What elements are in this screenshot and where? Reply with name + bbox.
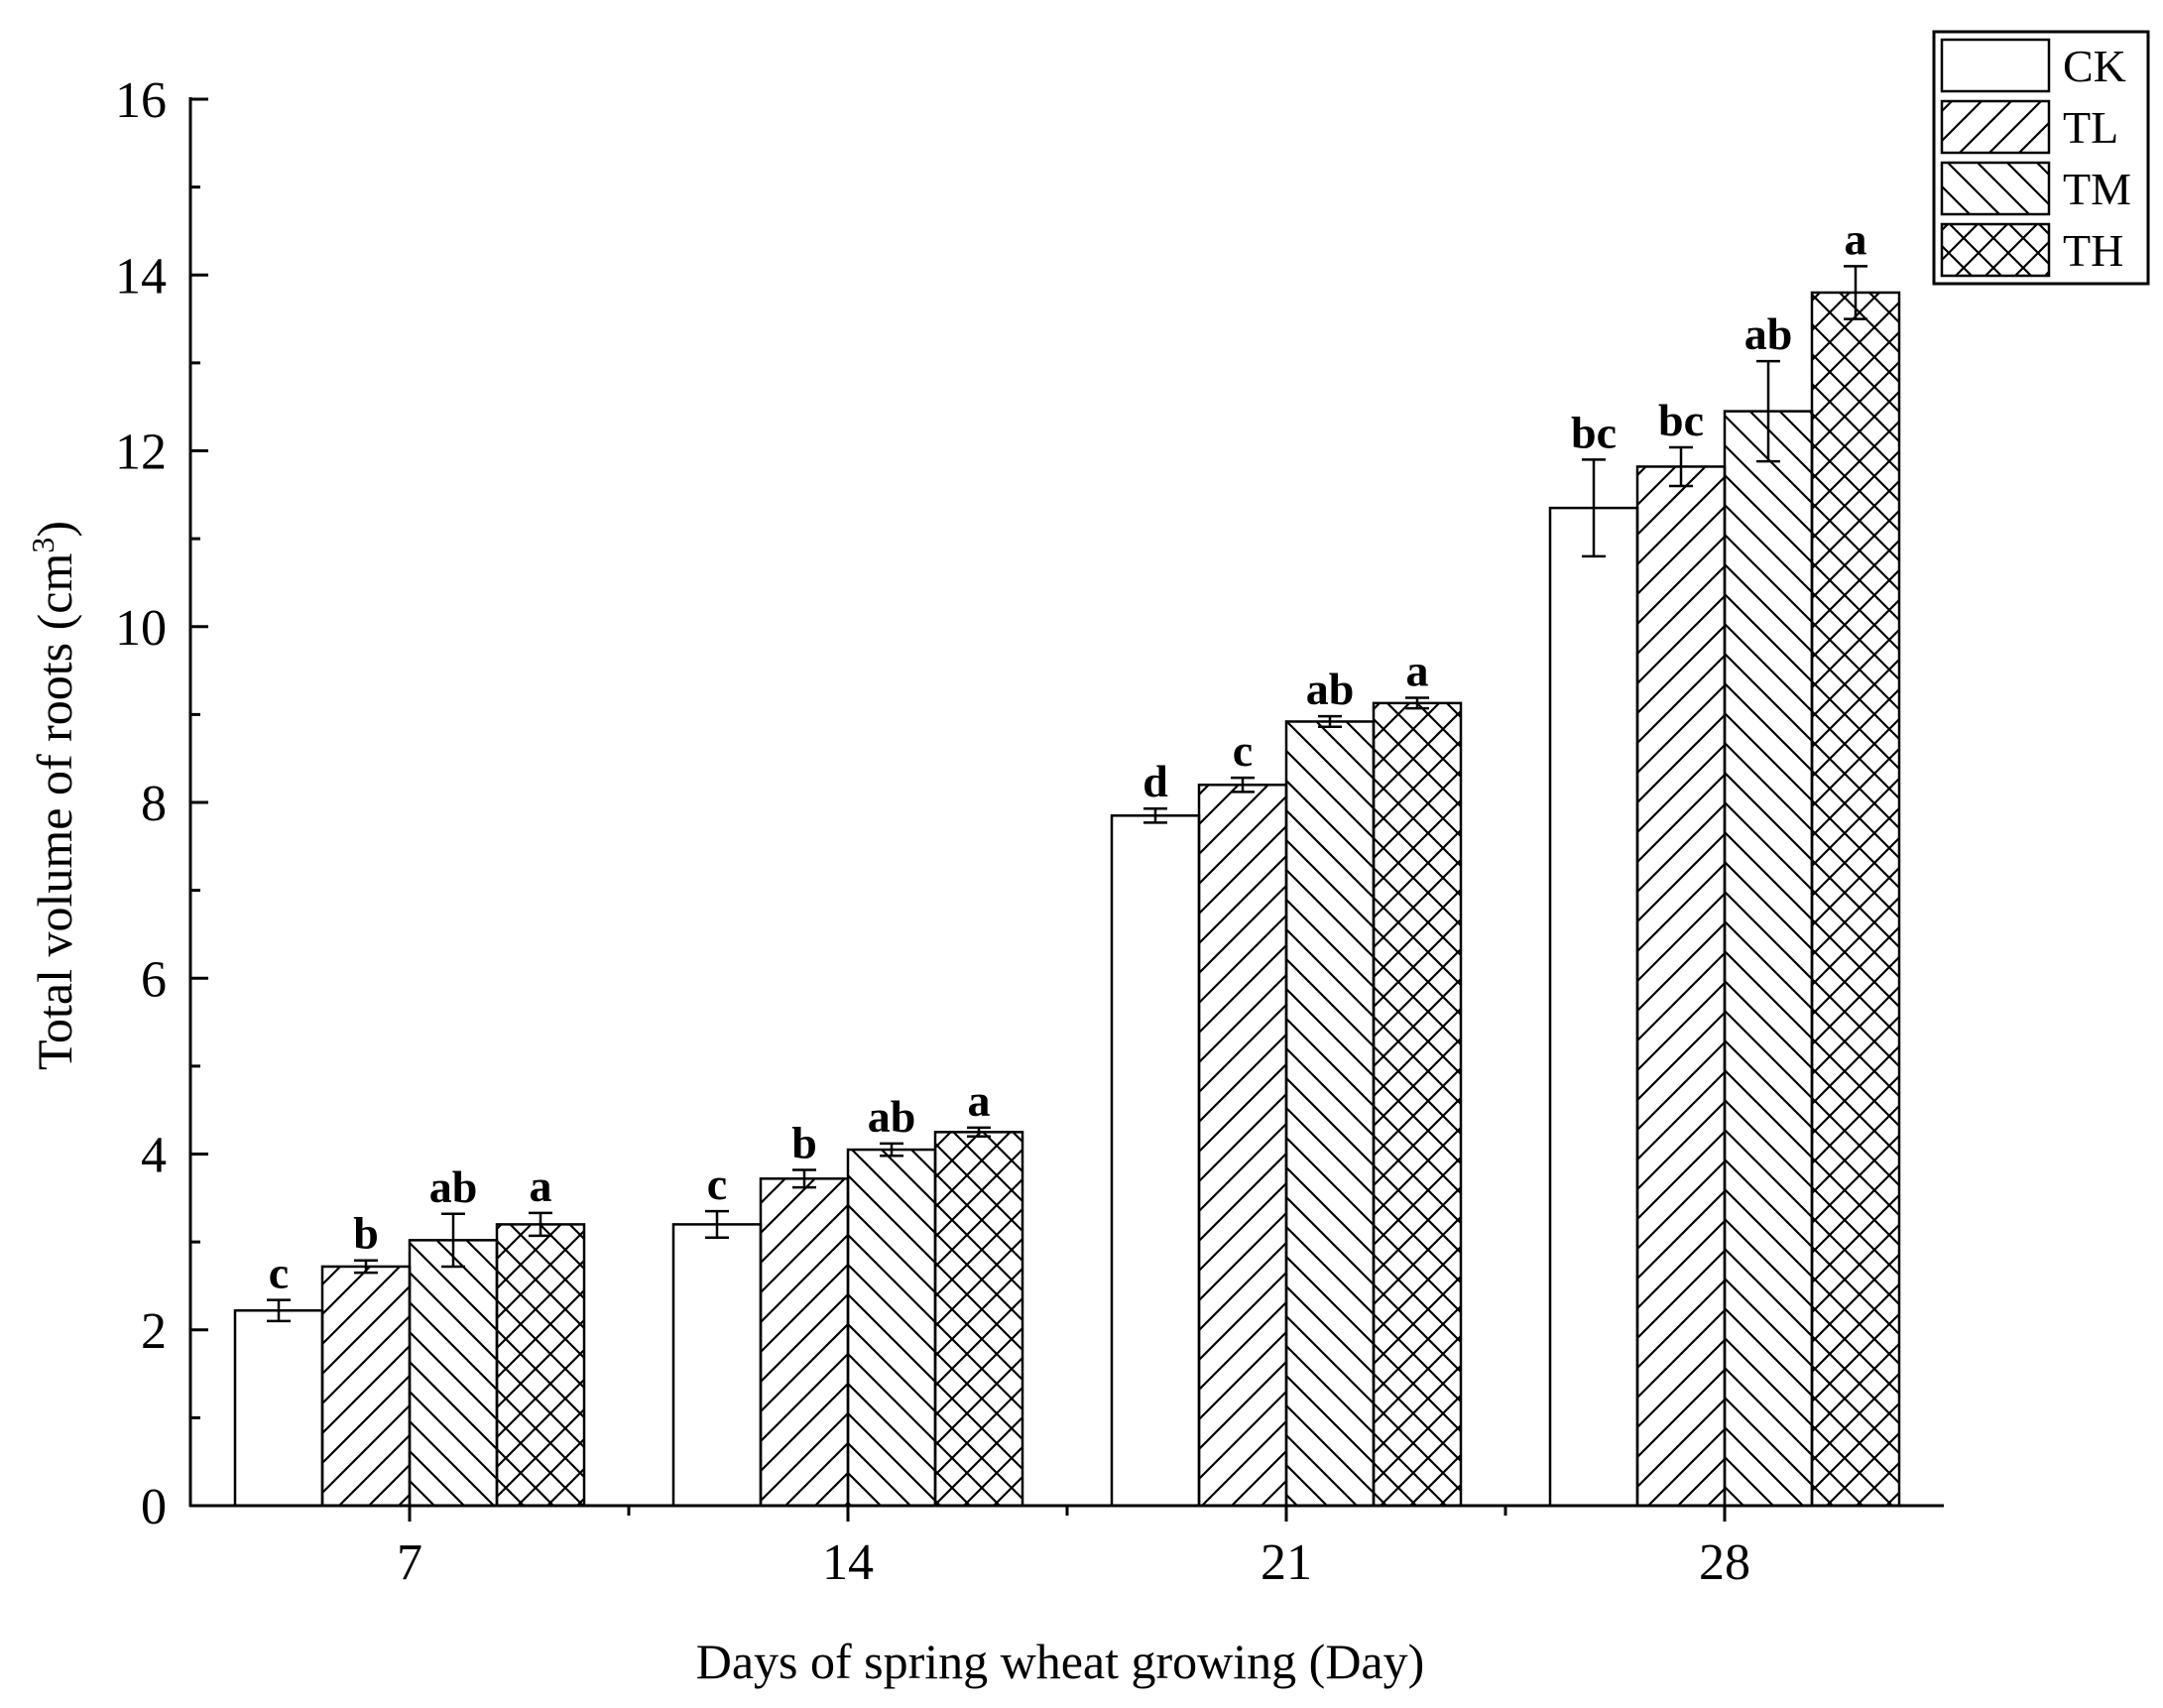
significance-label: bc [1571,407,1617,457]
significance-label: ab [1744,308,1793,359]
bar-tl [759,1177,850,1508]
y-tick-label: 14 [115,248,167,305]
bar-tl [320,1265,412,1508]
significance-label: c [269,1248,289,1298]
y-axis-title-close: ) [27,521,82,538]
y-tick-label: 4 [141,1128,167,1184]
bar-th [1372,701,1463,1508]
x-tick-label: 7 [397,1534,422,1591]
x-axis-title: Days of spring wheat growing (Day) [696,1634,1425,1689]
y-tick-label: 16 [115,72,167,129]
y-tick-label: 6 [141,951,167,1008]
significance-label: b [791,1117,817,1167]
y-axis-title-main: Total volume of roots (cm [27,553,82,1070]
legend-label-tm: TM [2063,164,2131,214]
y-tick-label: 12 [115,425,167,481]
significance-label: d [1142,756,1168,806]
legend-label-tl: TL [2063,102,2118,153]
significance-label: a [1406,646,1429,696]
bar-th [1810,291,1901,1508]
x-tick-label: 21 [1261,1534,1312,1591]
y-tick-label: 0 [141,1479,167,1535]
legend-label-ck: CK [2063,41,2126,91]
error-bars-layer [267,265,1867,1323]
significance-label: a [1845,213,1867,264]
legend: CK TL TM TH [1932,30,2150,286]
bar-tl [1635,465,1727,1508]
significance-label: ab [1306,664,1355,714]
bar-tl [1197,784,1288,1508]
significance-label: ab [868,1091,916,1142]
y-axis-title-superscript: 3 [25,538,60,553]
y-ticks: 0 2 4 6 8 10 12 14 16 [115,72,208,1535]
legend-label-th: TH [2063,225,2123,276]
significance-label: c [1233,725,1253,776]
y-tick-label: 8 [141,776,167,832]
significance-label: c [707,1159,727,1209]
legend-swatch-tm [1940,161,2051,216]
bar-th [933,1131,1024,1508]
legend-swatch-tl [1940,99,2051,155]
significance-label: bc [1658,395,1704,445]
x-ticks: 7 14 21 28 [397,1506,1750,1591]
bar-ck [671,1223,763,1508]
y-tick-label: 2 [141,1303,167,1360]
bar-tm [1723,410,1814,1508]
legend-swatch-th [1940,222,2051,278]
bar-tm [1284,720,1376,1508]
bar-th [495,1223,586,1508]
bar-ck [1548,506,1639,1508]
bar-ck [233,1309,324,1508]
bar-ck [1110,814,1201,1508]
y-axis-title: Total volume of roots (cm3) [25,521,82,1070]
significance-label: a [530,1160,552,1211]
x-tick-label: 28 [1699,1534,1750,1591]
significance-label: b [353,1208,379,1259]
bars-layer [233,291,1901,1508]
y-tick-label: 10 [115,600,167,657]
x-tick-label: 14 [822,1534,874,1591]
significance-label: a [968,1075,991,1126]
legend-swatch-ck [1940,38,2051,93]
bar-tm [408,1239,499,1508]
significance-label: ab [429,1161,478,1212]
bar-tm [846,1148,937,1508]
